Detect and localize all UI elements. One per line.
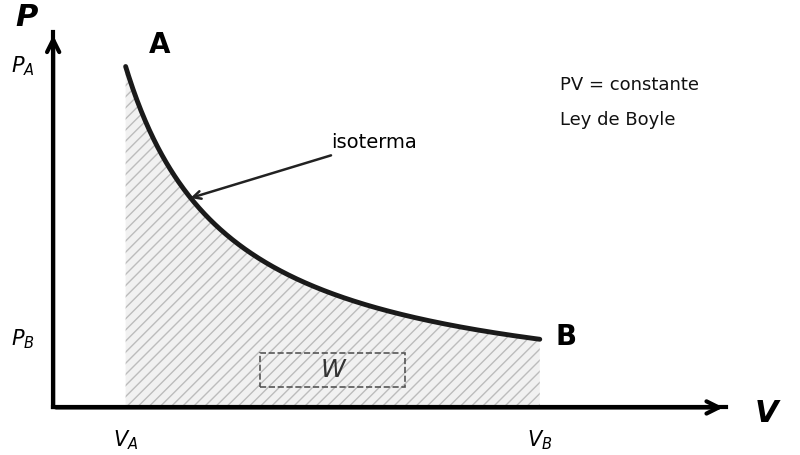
Text: $\mathbf{A}$: $\mathbf{A}$ [149, 31, 172, 59]
Polygon shape [126, 66, 540, 408]
Bar [260, 353, 405, 387]
Text: Ley de Boyle: Ley de Boyle [561, 111, 676, 129]
Text: $\boldsymbol{P}$: $\boldsymbol{P}$ [15, 3, 39, 32]
Text: $\boldsymbol{V}$: $\boldsymbol{V}$ [754, 399, 782, 428]
Text: PV = constante: PV = constante [561, 76, 699, 95]
Text: $\mathbf{B}$: $\mathbf{B}$ [555, 324, 577, 351]
Text: isoterma: isoterma [193, 133, 417, 199]
Text: $\boldsymbol{P_A}$: $\boldsymbol{P_A}$ [11, 55, 34, 78]
Text: W: W [320, 358, 345, 382]
Text: $\boldsymbol{V_A}$: $\boldsymbol{V_A}$ [113, 428, 138, 452]
Text: $\boldsymbol{P_B}$: $\boldsymbol{P_B}$ [10, 328, 34, 351]
Text: $\boldsymbol{V_B}$: $\boldsymbol{V_B}$ [527, 428, 553, 452]
